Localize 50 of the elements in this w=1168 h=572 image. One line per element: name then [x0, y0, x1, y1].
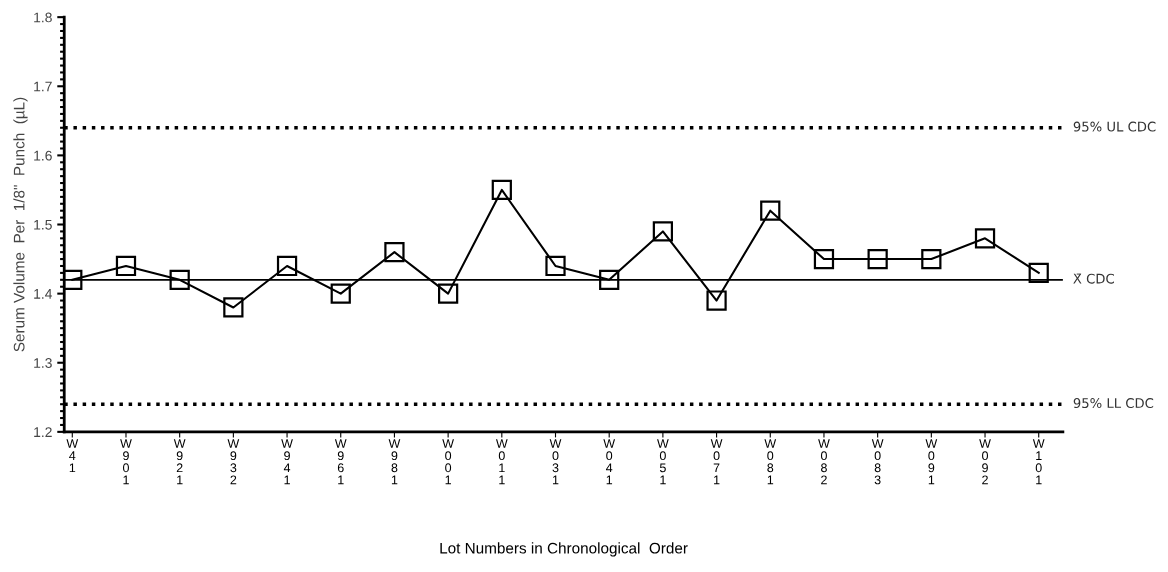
x-tick-label: W 9 8 1 — [388, 439, 401, 485]
x-tick-label: W 9 4 1 — [281, 439, 293, 485]
point — [545, 255, 566, 277]
point — [384, 242, 405, 263]
y-tick-label: 1.2 — [34, 427, 52, 437]
x-tick-label: W 9 3 2 — [227, 439, 240, 485]
y-tick-label: 1.5 — [34, 219, 52, 230]
x-tick-label: W 0 9 1 — [925, 439, 938, 485]
x-tick-label: W 9 6 1 — [334, 439, 347, 485]
y-tick-label: 1.4 — [34, 289, 53, 299]
point — [223, 297, 244, 318]
y-tick-label: 1.7 — [34, 81, 52, 92]
x-tick-label: W 0 7 1 — [710, 439, 723, 485]
x-tick-label: W 0 8 2 — [818, 439, 830, 485]
point — [760, 200, 781, 221]
point — [921, 248, 942, 270]
y-tick-label: 1.8 — [34, 12, 52, 23]
point — [867, 248, 888, 270]
point — [276, 255, 298, 277]
x-axis-title: Lot Numbers in Chronological Order — [440, 542, 688, 557]
y-tick-label: 1.6 — [34, 150, 52, 161]
x-tick-label: W 0 8 1 — [764, 439, 777, 485]
point — [491, 179, 512, 201]
point — [706, 290, 727, 311]
x-tick-label: W 0 9 2 — [979, 439, 991, 485]
x-tick-label: W 0 1 1 — [495, 439, 508, 485]
point — [437, 283, 459, 304]
point — [974, 228, 996, 249]
x-tick-label: W 0 4 1 — [603, 439, 616, 485]
x-tick-label: W 9 0 1 — [120, 439, 132, 485]
point — [169, 269, 190, 290]
point — [813, 248, 835, 270]
point — [652, 221, 674, 242]
x-tick-label: W 0 3 1 — [549, 439, 562, 485]
x-tick-label: W 0 8 3 — [871, 439, 884, 485]
point — [330, 283, 351, 304]
point — [599, 269, 620, 290]
x-tick-label: W 0 0 1 — [442, 439, 454, 485]
ref-line-label: X̄ CDC — [1073, 273, 1114, 284]
point — [1028, 262, 1049, 284]
y-tick-label: 1.3 — [34, 358, 52, 368]
x-tick-label: W 9 2 1 — [173, 439, 186, 485]
x-tick-label: W 0 5 1 — [657, 439, 669, 485]
point — [64, 269, 83, 290]
ref-line-label: 95% UL CDC — [1073, 121, 1156, 132]
ref-line-label: 95% LL CDC — [1073, 398, 1154, 409]
x-tick-label: W 4 1 — [66, 439, 79, 473]
point — [115, 255, 137, 277]
x-tick-label: W 1 0 1 — [1032, 439, 1045, 485]
y-axis-title: Serum Volume Per 1/8" Punch (µL) — [13, 97, 28, 352]
